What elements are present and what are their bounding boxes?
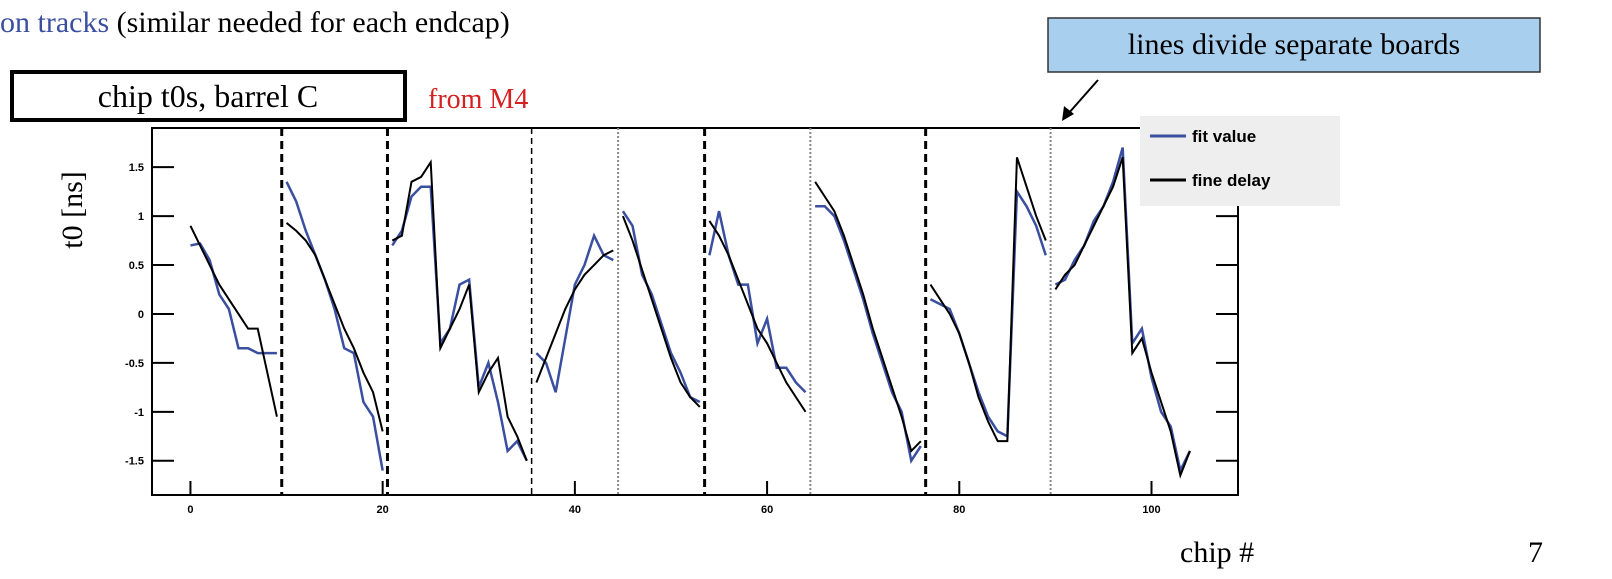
series-line — [621, 210, 701, 404]
callout-arrow — [1067, 79, 1099, 115]
source-note: from M4 — [428, 84, 528, 115]
plot-frame — [151, 127, 1239, 496]
y-tick-label: -1.5 — [125, 456, 144, 468]
y-tick-label: 0 — [138, 309, 144, 321]
y-axis-label: t0 [ns] — [56, 171, 89, 249]
series-line — [285, 222, 384, 432]
series-line — [708, 220, 807, 413]
series-line — [1054, 157, 1191, 479]
series-line — [391, 185, 528, 462]
callout-box — [1047, 17, 1541, 73]
y-tick-label: 1 — [138, 211, 144, 223]
series-line — [285, 181, 384, 471]
heading-rest: (similar needed for each endcap) — [109, 6, 510, 39]
page-number: 7 — [1528, 536, 1543, 569]
label-box — [10, 70, 407, 122]
legend-label: fit value — [1192, 127, 1256, 146]
callout-arrowhead — [1062, 106, 1074, 121]
callout-text: lines divide separate boards — [1128, 28, 1460, 61]
box-label: chip t0s, barrel C — [98, 78, 318, 114]
series-line — [190, 242, 277, 355]
y-tick-label: -1 — [134, 407, 144, 419]
series-line — [929, 157, 1047, 443]
series-line — [621, 215, 701, 408]
legend: fit value fine delay — [1140, 116, 1340, 206]
series-line — [929, 187, 1047, 439]
plot: 1.5 1 0.5 0 -0.5 -1 -1.5 0 20 40 60 80 100 — [125, 127, 1239, 516]
x-tick-label: 20 — [377, 504, 389, 516]
y-tick-label: 1.5 — [129, 162, 144, 174]
legend-label: fine delay — [1192, 171, 1271, 190]
x-tick-label: 60 — [761, 504, 773, 516]
series-line — [708, 210, 807, 394]
legend-box — [1140, 116, 1340, 206]
series-line — [535, 249, 614, 383]
x-tick-label: 0 — [187, 504, 193, 516]
x-axis-label: chip # — [1180, 536, 1254, 569]
x-tick-label: 40 — [569, 504, 581, 516]
x-tick-label: 80 — [953, 504, 965, 516]
heading: on tracks (similar needed for each endca… — [0, 6, 510, 39]
y-tick-label: 0.5 — [129, 260, 144, 272]
series-line — [535, 232, 614, 393]
series-line — [391, 159, 528, 462]
heading-blue: on tracks — [0, 6, 109, 39]
series-line — [189, 225, 278, 417]
x-tick-label: 100 — [1142, 504, 1160, 516]
series-line — [814, 181, 922, 453]
series-line — [815, 205, 922, 464]
y-tick-label: -0.5 — [125, 358, 144, 370]
